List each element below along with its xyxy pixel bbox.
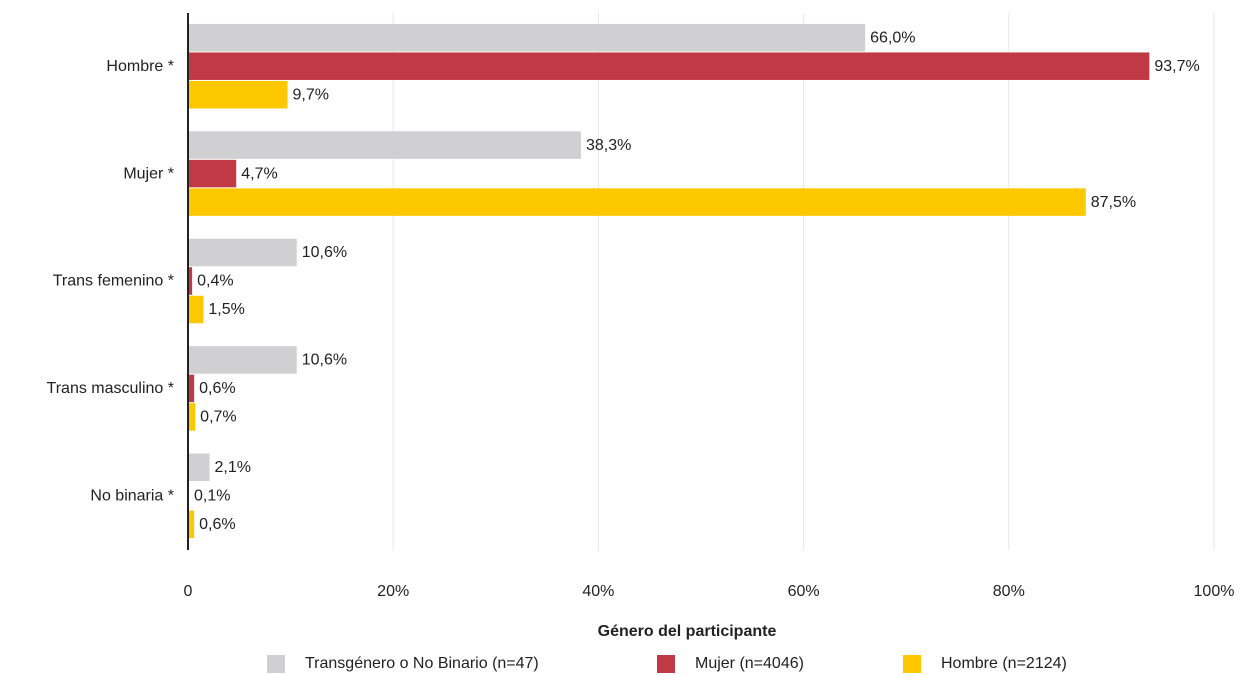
x-tick-label: 0 (184, 583, 193, 600)
value-label: 10,6% (302, 352, 347, 369)
value-label: 93,7% (1154, 58, 1199, 75)
bar (188, 374, 195, 403)
value-label: 4,7% (241, 165, 277, 182)
value-label: 0,7% (200, 409, 236, 426)
bar (188, 403, 196, 431)
bar (188, 188, 1086, 216)
bar (188, 267, 193, 295)
x-tick-label: 40% (582, 583, 614, 600)
y-tick-label: Mujer * (123, 165, 174, 182)
bar (188, 295, 204, 324)
bar (188, 159, 237, 188)
y-tick-label: Hombre * (106, 58, 174, 75)
value-label: 2,1% (215, 459, 251, 476)
value-label: 1,5% (208, 301, 244, 318)
value-label: 38,3% (586, 137, 631, 154)
y-tick-label: Trans masculino * (47, 380, 174, 397)
legend-swatch (267, 655, 285, 673)
x-tick-label: 80% (993, 583, 1025, 600)
x-tick-label: 60% (788, 583, 820, 600)
value-label: 0,6% (199, 516, 235, 533)
value-label: 0,6% (199, 380, 235, 397)
legend-label: Hombre (n=2124) (941, 655, 1067, 672)
legend-label: Mujer (n=4046) (695, 655, 804, 672)
legend-title: Género del participante (598, 623, 777, 640)
y-tick-label: Trans femenino * (53, 273, 174, 290)
legend-swatch (657, 655, 675, 673)
bar (188, 510, 195, 539)
bar (188, 80, 288, 109)
bar (188, 346, 297, 374)
x-tick-label: 20% (377, 583, 409, 600)
x-tick-label: 100% (1194, 583, 1235, 600)
bar (188, 52, 1150, 80)
legend-swatch (903, 655, 921, 673)
value-label: 87,5% (1091, 194, 1136, 211)
value-label: 10,6% (302, 244, 347, 261)
bar (188, 453, 210, 482)
y-tick-label: No binaria * (90, 488, 174, 505)
value-label: 0,1% (194, 488, 230, 505)
bar (188, 23, 866, 52)
value-label: 9,7% (293, 86, 329, 103)
value-label: 0,4% (197, 273, 233, 290)
bar (188, 131, 581, 159)
bar (188, 238, 297, 267)
value-label: 66,0% (870, 29, 915, 46)
legend-label: Transgénero o No Binario (n=47) (305, 655, 539, 672)
